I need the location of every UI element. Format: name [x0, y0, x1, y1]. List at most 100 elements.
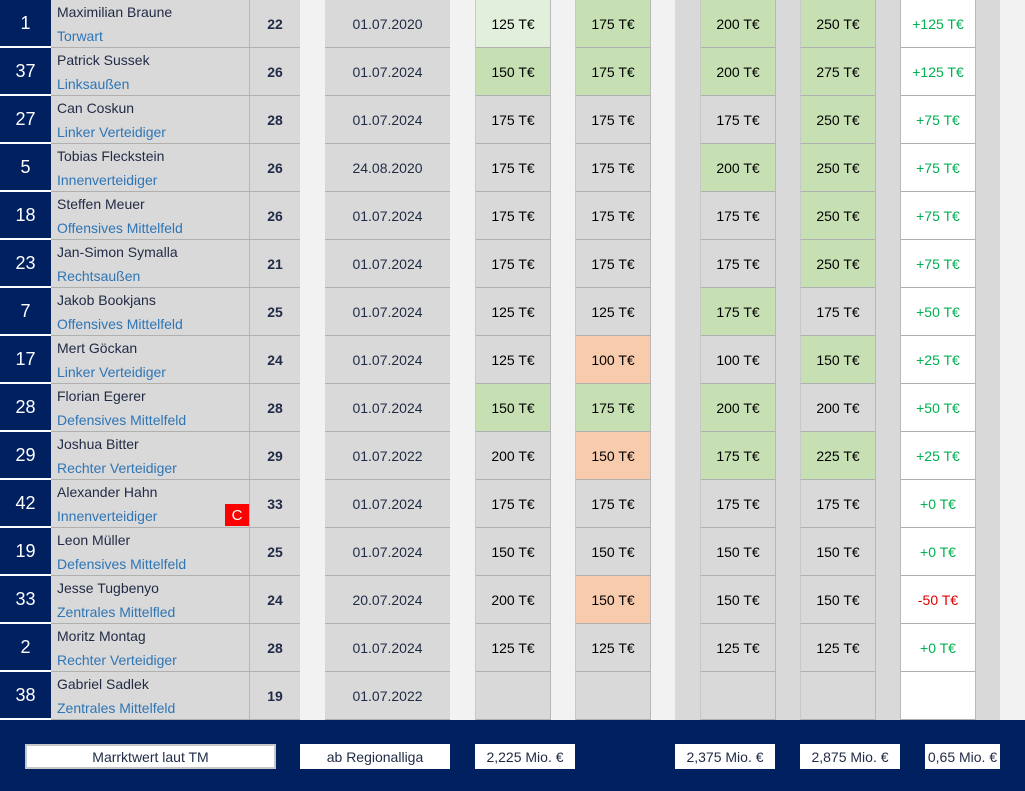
player-position: Innenverteidiger — [57, 172, 158, 188]
player-age: 26 — [250, 144, 300, 192]
value-diff: -50 T€ — [900, 576, 976, 624]
spacer — [776, 432, 800, 480]
spacer — [675, 480, 700, 528]
spacer — [776, 0, 800, 48]
player-age: 24 — [250, 576, 300, 624]
spacer — [776, 672, 800, 720]
value-cell: 125 T€ — [575, 288, 651, 336]
value-cell: 250 T€ — [800, 192, 876, 240]
value-cell: 125 T€ — [475, 0, 551, 48]
jersey-number: 33 — [0, 576, 51, 624]
player-name: Florian Egerer — [57, 388, 146, 404]
spacer — [776, 576, 800, 624]
spacer — [876, 480, 900, 528]
value-cell: 150 T€ — [575, 432, 651, 480]
spacer — [675, 672, 700, 720]
player-cell: Florian Egerer Defensives Mittelfeld — [51, 384, 250, 432]
player-position: Rechter Verteidiger — [57, 460, 177, 476]
player-cell: Jan-Simon Symalla Rechtsaußen — [51, 240, 250, 288]
contract-date: 01.07.2024 — [325, 288, 450, 336]
contract-date: 01.07.2024 — [325, 240, 450, 288]
total-value-3: 2,375 Mio. € — [675, 744, 775, 769]
player-row: 19 Leon Müller Defensives Mittelfeld 25 … — [0, 528, 1025, 576]
spacer — [976, 480, 1000, 528]
spacer — [876, 144, 900, 192]
player-name: Steffen Meuer — [57, 196, 145, 212]
value-diff: +50 T€ — [900, 288, 976, 336]
value-cell: 175 T€ — [575, 0, 651, 48]
value-cell: 175 T€ — [475, 480, 551, 528]
value-cell: 150 T€ — [575, 528, 651, 576]
player-position: Zentrales Mittelfeld — [57, 700, 176, 716]
spacer — [976, 336, 1000, 384]
contract-date: 01.07.2022 — [325, 432, 450, 480]
player-age: 22 — [250, 0, 300, 48]
league-label: ab Regionalliga — [300, 744, 450, 769]
value-cell: 200 T€ — [800, 384, 876, 432]
jersey-number: 38 — [0, 672, 51, 720]
player-age: 25 — [250, 288, 300, 336]
spacer — [976, 672, 1000, 720]
value-cell: 175 T€ — [475, 96, 551, 144]
spacer — [976, 624, 1000, 672]
value-cell: 175 T€ — [700, 432, 776, 480]
player-age: 28 — [250, 624, 300, 672]
footer-summary: Marrktwert laut TM ab Regionalliga 2,225… — [0, 720, 1025, 791]
jersey-number: 5 — [0, 144, 51, 192]
player-position: Linksaußen — [57, 76, 130, 92]
value-cell: 175 T€ — [700, 480, 776, 528]
value-cell: 175 T€ — [475, 192, 551, 240]
player-name: Tobias Fleckstein — [57, 148, 165, 164]
player-row: 7 Jakob Bookjans Offensives Mittelfeld 2… — [0, 288, 1025, 336]
jersey-number: 42 — [0, 480, 51, 528]
value-cell: 250 T€ — [800, 240, 876, 288]
player-position: Rechtsaußen — [57, 268, 141, 284]
spacer — [876, 240, 900, 288]
spacer — [776, 192, 800, 240]
spacer — [876, 576, 900, 624]
player-row: 28 Florian Egerer Defensives Mittelfeld … — [0, 384, 1025, 432]
value-cell: 200 T€ — [700, 384, 776, 432]
jersey-number: 19 — [0, 528, 51, 576]
value-cell: 175 T€ — [475, 144, 551, 192]
value-cell: 150 T€ — [700, 528, 776, 576]
value-cell: 250 T€ — [800, 0, 876, 48]
value-cell: 175 T€ — [575, 144, 651, 192]
spacer — [675, 288, 700, 336]
value-cell: 200 T€ — [700, 48, 776, 96]
spacer — [976, 48, 1000, 96]
contract-date: 01.07.2024 — [325, 336, 450, 384]
value-cell: 175 T€ — [575, 480, 651, 528]
spacer — [776, 48, 800, 96]
jersey-number: 17 — [0, 336, 51, 384]
player-age: 28 — [250, 96, 300, 144]
value-cell — [700, 672, 776, 720]
total-value-1: 2,225 Mio. € — [475, 744, 575, 769]
value-diff: +0 T€ — [900, 624, 976, 672]
player-cell: Tobias Fleckstein Innenverteidiger — [51, 144, 250, 192]
jersey-number: 1 — [0, 0, 51, 48]
value-diff: +75 T€ — [900, 192, 976, 240]
value-cell: 125 T€ — [475, 624, 551, 672]
value-cell: 175 T€ — [575, 96, 651, 144]
player-row: 2 Moritz Montag Rechter Verteidiger 28 0… — [0, 624, 1025, 672]
spacer — [675, 336, 700, 384]
value-cell: 150 T€ — [475, 48, 551, 96]
player-position: Linker Verteidiger — [57, 124, 166, 140]
spacer — [876, 96, 900, 144]
value-cell: 200 T€ — [700, 144, 776, 192]
spacer — [776, 624, 800, 672]
total-value-4: 2,875 Mio. € — [800, 744, 900, 769]
contract-date: 01.07.2024 — [325, 624, 450, 672]
spacer — [776, 480, 800, 528]
value-cell: 125 T€ — [700, 624, 776, 672]
player-name: Mert Göckan — [57, 340, 138, 356]
player-position: Offensives Mittelfeld — [57, 316, 183, 332]
value-cell: 125 T€ — [475, 288, 551, 336]
value-cell — [800, 672, 876, 720]
player-cell: Alexander Hahn Innenverteidiger C — [51, 480, 250, 528]
value-cell: 150 T€ — [800, 336, 876, 384]
contract-date: 01.07.2024 — [325, 384, 450, 432]
value-cell: 150 T€ — [475, 528, 551, 576]
value-cell: 225 T€ — [800, 432, 876, 480]
